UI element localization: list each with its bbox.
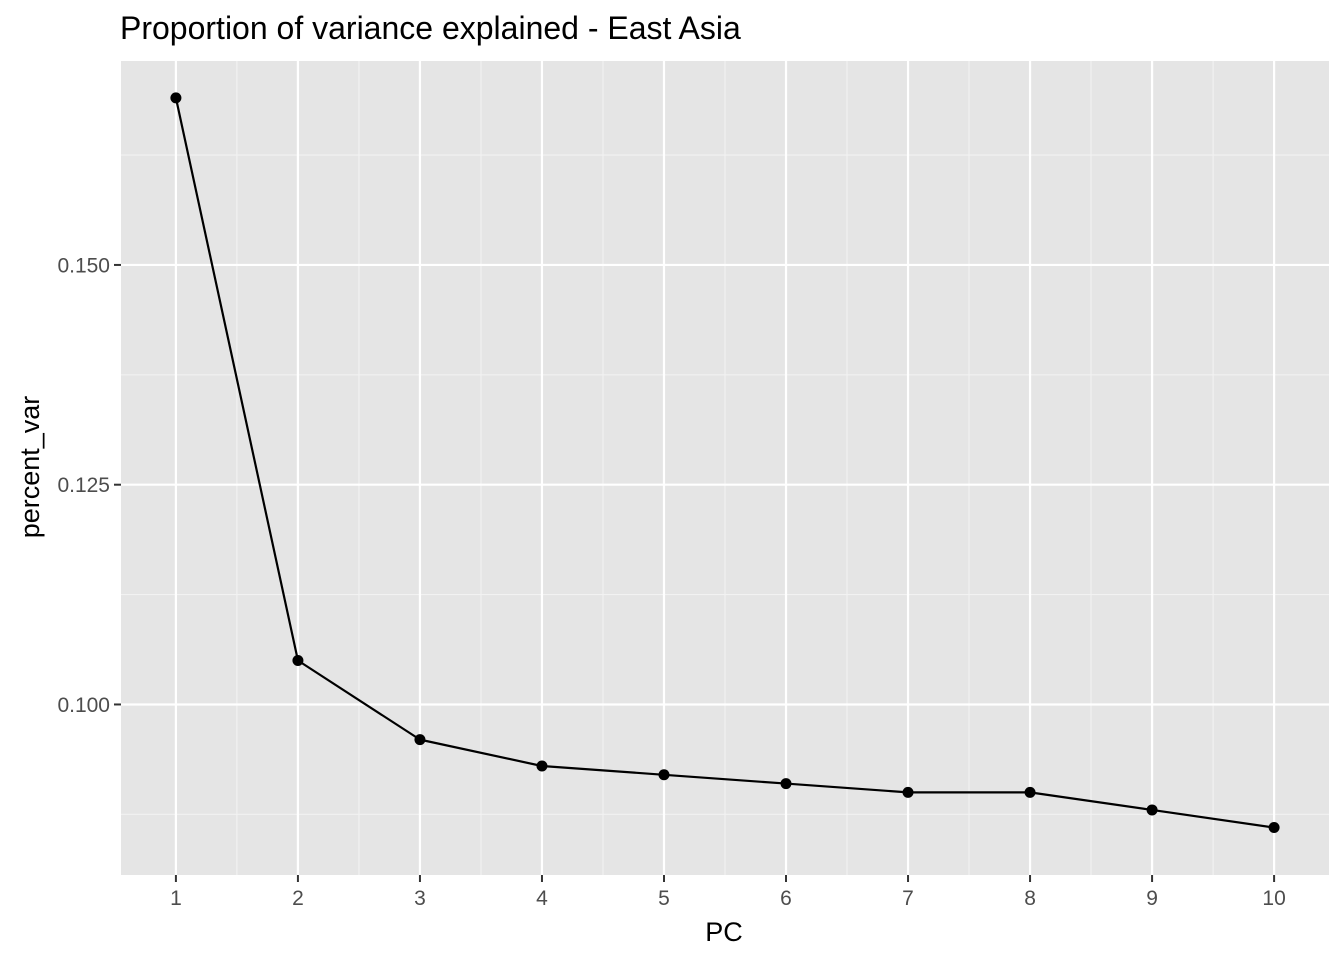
data-point xyxy=(1146,804,1158,816)
y-tick-label: 0.150 xyxy=(57,254,110,277)
y-tick-label: 0.125 xyxy=(57,474,110,497)
series-layer xyxy=(170,92,1280,834)
x-tick-label: 3 xyxy=(414,887,426,910)
data-point xyxy=(658,769,670,781)
x-tick-label: 5 xyxy=(658,887,670,910)
x-tick-label: 7 xyxy=(902,887,914,910)
x-tick-label: 9 xyxy=(1146,887,1158,910)
y-tick-label: 0.100 xyxy=(57,694,110,717)
x-axis: 1 2 3 4 5 6 7 8 9 10 xyxy=(170,875,1286,910)
data-point xyxy=(292,655,304,667)
x-tick-label: 10 xyxy=(1262,887,1285,910)
data-point xyxy=(414,734,426,746)
data-point xyxy=(170,92,182,104)
x-tick-label: 2 xyxy=(292,887,304,910)
y-axis: 0.100 0.125 0.150 xyxy=(57,254,121,717)
minor-gridlines xyxy=(121,61,1329,875)
x-tick-label: 8 xyxy=(1024,887,1036,910)
series-line xyxy=(174,97,1275,829)
x-tick-label: 1 xyxy=(170,887,182,910)
data-point xyxy=(1024,786,1036,798)
x-tick-label: 6 xyxy=(780,887,792,910)
x-tick-label: 4 xyxy=(536,887,548,910)
data-point xyxy=(1268,822,1280,834)
data-point xyxy=(780,778,792,790)
x-axis-title: PC xyxy=(705,917,743,947)
y-axis-title: percent_var xyxy=(15,396,45,539)
data-point xyxy=(536,760,548,772)
data-point xyxy=(902,786,914,798)
chart-title: Proportion of variance explained - East … xyxy=(120,10,741,46)
